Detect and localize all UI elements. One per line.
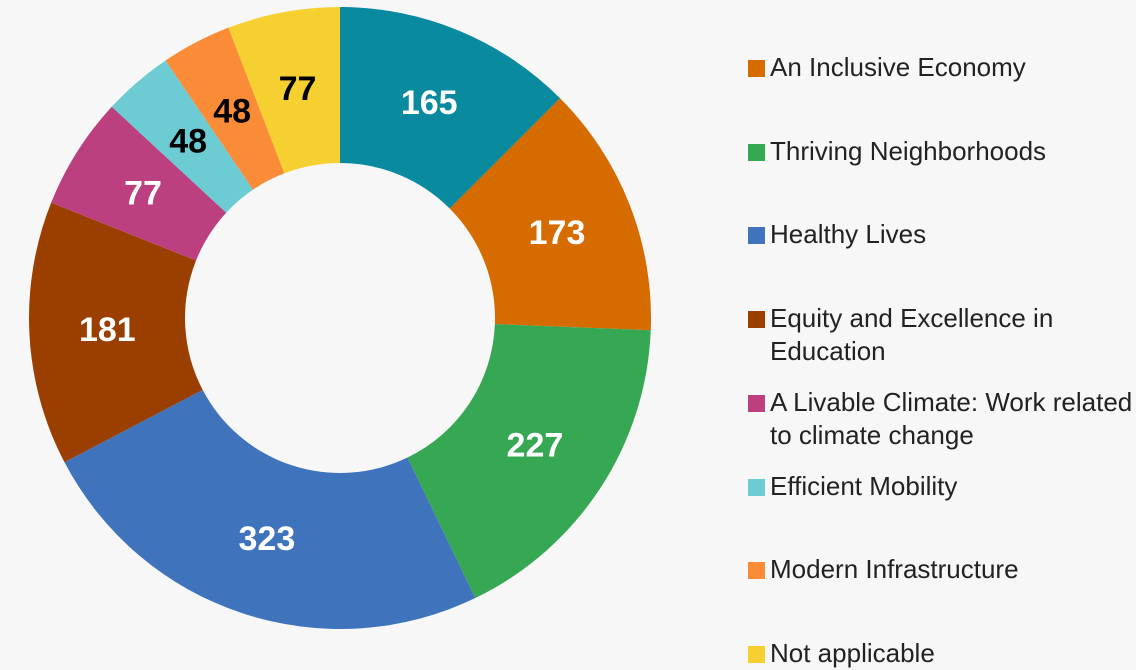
legend-swatch xyxy=(748,143,765,161)
legend-swatch xyxy=(748,311,765,329)
slice xyxy=(111,60,254,213)
slice xyxy=(29,202,203,463)
legend-item: An Inclusive Economy xyxy=(748,51,1136,84)
slice xyxy=(407,324,651,599)
legend-label: Healthy Lives xyxy=(770,219,927,250)
legend-label: An Inclusive Economy xyxy=(770,52,1026,82)
legend-item: Thriving Neighborhoods xyxy=(748,135,1136,168)
legend-label: Efficient Mobility xyxy=(770,470,958,501)
slice xyxy=(449,98,651,331)
legend-item: Equity and Excellence in Education xyxy=(748,302,1136,368)
legend-swatch xyxy=(748,394,765,412)
legend-item: Modern Infrastructure xyxy=(748,553,1136,586)
value-label: 323 xyxy=(239,520,296,558)
slice xyxy=(228,7,340,174)
legend-swatch xyxy=(748,645,765,663)
legend-item: Efficient Mobility xyxy=(748,470,1136,503)
value-label: 173 xyxy=(529,214,586,252)
value-label: 48 xyxy=(169,122,207,160)
legend-label: Not applicable xyxy=(770,637,935,668)
value-label: 77 xyxy=(279,70,317,108)
legend-label: Equity and Excellence in Education xyxy=(770,303,1054,367)
legend-item: A Livable Climate: Work related to clima… xyxy=(748,386,1136,452)
slice xyxy=(51,106,227,261)
legend-swatch xyxy=(748,60,765,77)
value-label: 48 xyxy=(213,92,251,130)
legend-swatch xyxy=(748,227,765,245)
slice xyxy=(64,389,476,629)
value-label: 165 xyxy=(401,84,458,122)
legend-swatch xyxy=(748,478,765,496)
value-label: 181 xyxy=(79,311,136,349)
slice xyxy=(165,27,285,190)
value-label: 227 xyxy=(507,427,564,465)
legend-label: Modern Infrastructure xyxy=(770,554,1019,585)
value-label: 77 xyxy=(124,175,162,213)
legend-item: Not applicable xyxy=(748,637,1136,670)
legend-label: Thriving Neighborhoods xyxy=(770,135,1047,166)
legend-swatch xyxy=(748,562,765,580)
legend-item: Healthy Lives xyxy=(748,218,1136,251)
legend-label: A Livable Climate: Work related to clima… xyxy=(770,386,1133,450)
slice xyxy=(340,7,561,209)
